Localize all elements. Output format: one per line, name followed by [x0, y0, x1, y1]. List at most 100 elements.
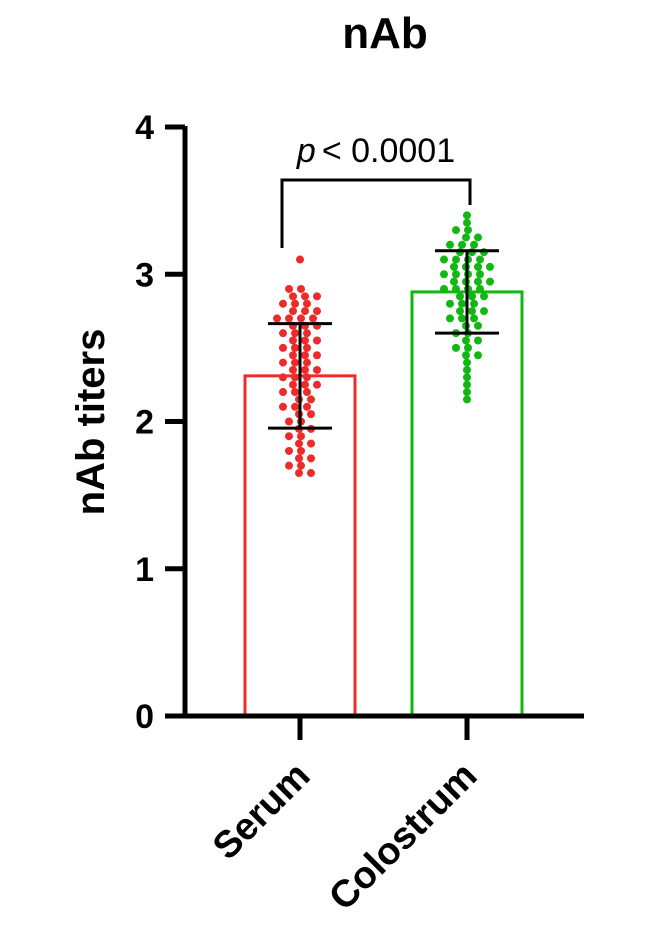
data-point-colostrum [470, 240, 478, 249]
data-point-serum [303, 343, 311, 352]
data-point-serum [301, 365, 309, 374]
data-point-serum [289, 351, 297, 360]
y-tick-label: 4 [135, 109, 154, 147]
data-point-serum [301, 380, 309, 389]
y-axis-ticks: 0 1 2 3 4 [135, 109, 185, 736]
data-point-colostrum [463, 373, 471, 382]
data-point-serum [289, 336, 297, 345]
data-point-colostrum [450, 262, 458, 271]
data-point-serum [313, 307, 321, 316]
data-point-colostrum [476, 270, 484, 279]
data-point-serum [289, 365, 297, 374]
data-point-serum [303, 329, 311, 338]
y-tick-label: 3 [135, 256, 154, 294]
data-point-serum [279, 343, 287, 352]
data-point-colostrum [440, 284, 448, 293]
data-point-colostrum [458, 240, 466, 249]
x-axis-ticks: Serum Colostrum [205, 716, 485, 919]
data-point-serum [307, 439, 315, 448]
data-point-colostrum [474, 351, 482, 360]
data-point-colostrum [458, 314, 466, 323]
data-point-colostrum [463, 218, 471, 227]
data-point-serum [291, 388, 299, 397]
data-point-serum [289, 307, 297, 316]
data-point-serum [291, 343, 299, 352]
x-tick-label-colostrum: Colostrum [321, 755, 485, 919]
data-point-colostrum [470, 299, 478, 308]
data-point-serum [303, 388, 311, 397]
data-point-serum [307, 395, 315, 404]
data-point-colostrum [468, 307, 476, 316]
data-point-colostrum [462, 336, 470, 345]
data-point-serum [297, 284, 305, 293]
data-point-serum [285, 314, 293, 323]
data-point-serum [303, 402, 311, 411]
data-point-serum [297, 446, 305, 455]
data-point-serum [279, 373, 287, 382]
data-point-colostrum [463, 211, 471, 220]
data-point-colostrum [452, 284, 460, 293]
data-point-serum [313, 380, 321, 389]
data-point-colostrum [463, 358, 471, 367]
significance-bracket [280, 178, 472, 248]
data-point-colostrum [474, 336, 482, 345]
data-point-serum [279, 358, 287, 367]
y-tick-label: 1 [135, 551, 154, 589]
data-point-colostrum [468, 292, 476, 301]
x-tick-label-serum: Serum [205, 755, 318, 868]
data-point-colostrum [462, 351, 470, 360]
data-point-colostrum [474, 262, 482, 271]
data-point-serum [301, 292, 309, 301]
data-point-serum [291, 402, 299, 411]
data-point-serum [307, 454, 315, 463]
data-point-colostrum [463, 395, 471, 404]
data-point-serum [279, 299, 287, 308]
data-point-serum [279, 329, 287, 338]
data-point-colostrum [486, 277, 494, 286]
data-point-colostrum [463, 365, 471, 374]
data-point-serum [313, 292, 321, 301]
data-point-serum [295, 469, 303, 478]
data-point-serum [285, 284, 293, 293]
data-point-serum [291, 373, 299, 382]
p-value-label: p < 0.0001 [296, 132, 455, 170]
data-point-colostrum [446, 240, 454, 249]
data-point-serum [295, 454, 303, 463]
data-point-colostrum [480, 307, 488, 316]
data-point-serum [313, 351, 321, 360]
data-point-colostrum [463, 380, 471, 389]
data-point-serum [303, 358, 311, 367]
data-point-serum [289, 292, 297, 301]
significance-annotation: p < 0.0001 [280, 132, 472, 248]
data-point-colostrum [446, 314, 454, 323]
data-point-serum [301, 336, 309, 345]
data-point-colostrum [463, 388, 471, 397]
data-point-colostrum [474, 277, 482, 286]
data-point-colostrum [452, 226, 460, 235]
chart-title: nAb [342, 9, 428, 58]
data-point-serum [297, 461, 305, 470]
data-point-serum [303, 299, 311, 308]
data-point-colostrum [456, 292, 464, 301]
data-point-serum [301, 351, 309, 360]
data-point-serum [279, 402, 287, 411]
data-point-serum [297, 314, 305, 323]
data-point-colostrum [452, 255, 460, 264]
y-axis-label: nAb titers [69, 329, 113, 516]
data-point-colostrum [464, 226, 472, 235]
data-point-colostrum [458, 299, 466, 308]
data-point-serum [273, 314, 281, 323]
data-point-serum [307, 469, 315, 478]
data-point-serum [297, 432, 305, 441]
data-point-colostrum [470, 314, 478, 323]
data-point-serum [303, 373, 311, 382]
data-point-serum [291, 358, 299, 367]
data-point-colostrum [474, 321, 482, 330]
data-point-serum [307, 410, 315, 419]
data-point-colostrum [486, 262, 494, 271]
data-point-serum [289, 380, 297, 389]
data-point-colostrum [440, 255, 448, 264]
data-point-colostrum [450, 277, 458, 286]
data-point-colostrum [476, 284, 484, 293]
